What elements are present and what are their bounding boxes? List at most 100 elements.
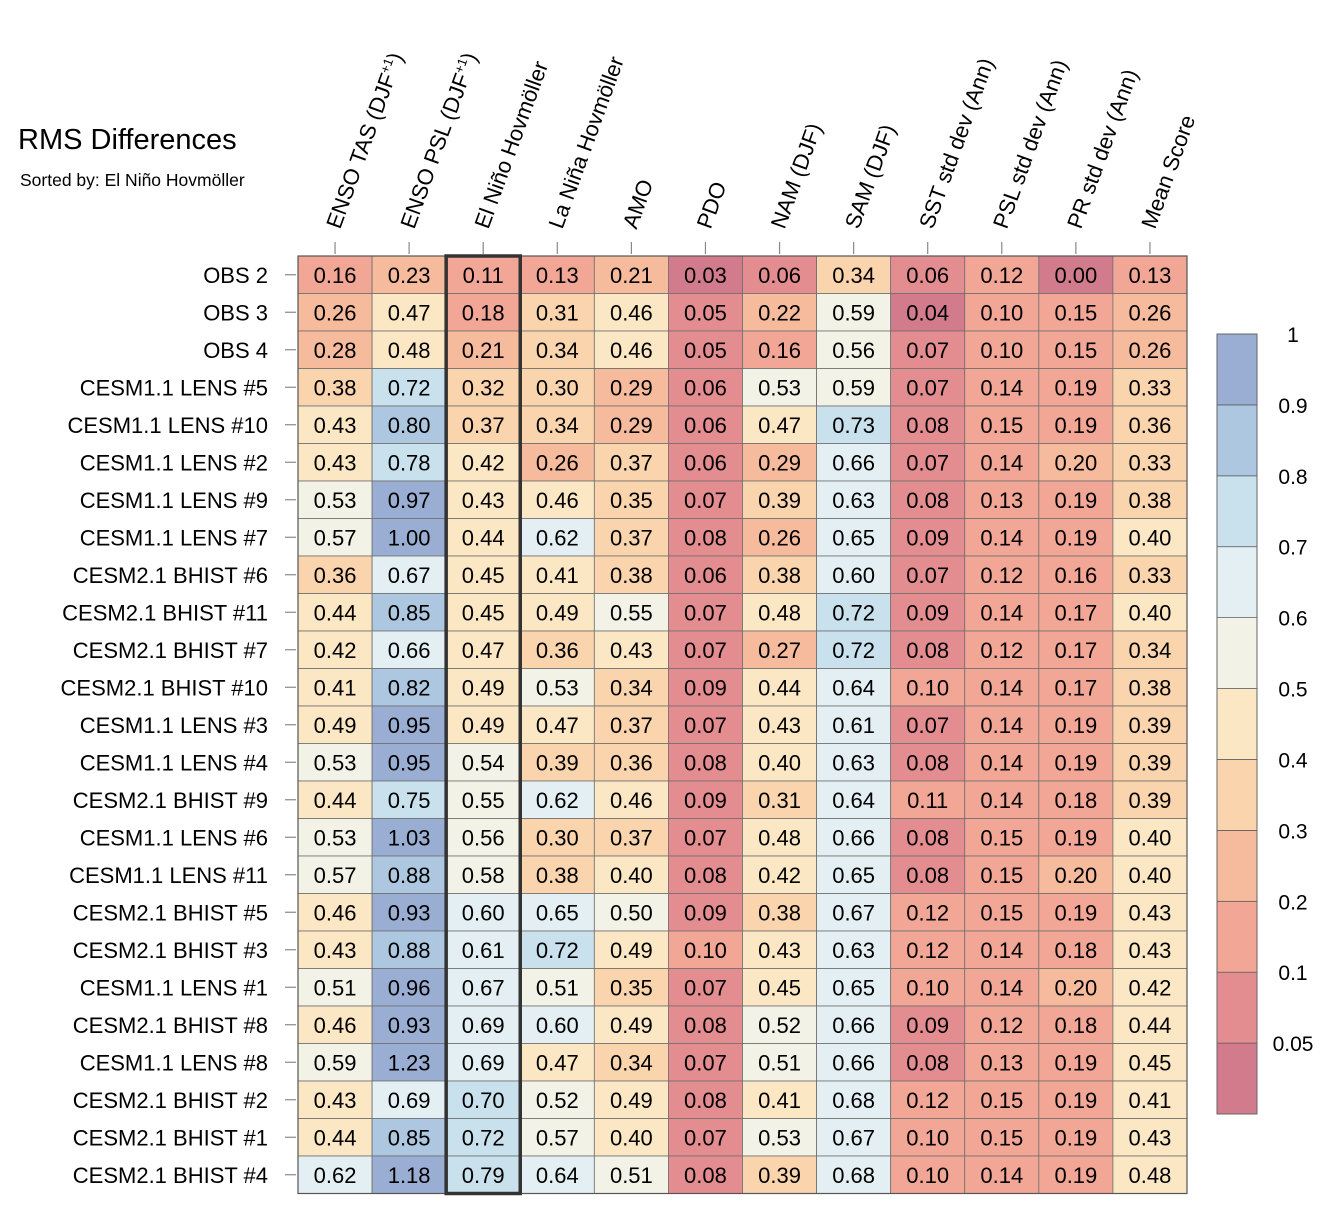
colorbar-tick-label: 0.4 [1278,749,1308,772]
row-label: CESM2.1 BHIST #9 [73,788,268,813]
heatmap-cell [964,743,1040,782]
heatmap-cell [1112,1155,1188,1194]
cell-value-label: 0.14 [980,375,1023,400]
cell-value-label: 0.66 [388,638,431,663]
cell-value-label: 0.43 [462,488,505,513]
heatmap-cell [1112,780,1188,819]
cell-value-label: 0.51 [314,975,357,1000]
cell-value-label: 0.15 [1054,300,1097,325]
cell-value-label: 0.58 [462,863,505,888]
heatmap-cell [1038,555,1114,594]
cell-value-label: 0.46 [610,338,653,363]
colorbar-segment [1216,830,1258,902]
colorbar-segment [1216,1042,1258,1115]
heatmap-cell [890,330,966,369]
heatmap-cell [816,518,892,557]
heatmap-cell [519,930,595,969]
cell-value-label: 0.40 [1129,825,1172,850]
cell-value-label: 0.40 [610,1125,653,1150]
heatmap-cell [742,443,817,482]
colorbar-segment [1216,900,1258,973]
row-label: CESM2.1 BHIST #10 [61,675,268,700]
colorbar-segment [1216,759,1258,831]
heatmap-cell [593,1155,669,1194]
cell-value-label: 0.17 [1054,675,1097,700]
heatmap-cell [1038,405,1114,444]
cell-value-label: 0.40 [1129,863,1172,888]
cell-value-label: 0.06 [684,450,727,475]
cell-value-label: 0.23 [388,263,431,288]
cell-value-label: 0.38 [1129,675,1172,700]
cell-value-label: 0.48 [388,338,431,363]
cell-value-label: 0.21 [610,263,653,288]
column-label: Mean Score [1136,112,1200,232]
cell-value-label: 0.48 [1129,1163,1172,1188]
cell-value-label: 0.19 [1054,713,1097,738]
heatmap-cell [1038,518,1114,557]
cell-value-label: 0.00 [1054,263,1097,288]
row-label: CESM2.1 BHIST #1 [73,1125,268,1150]
cell-value-label: 0.43 [1129,938,1172,963]
cell-value-label: 0.18 [462,300,505,325]
heatmap-cell [297,593,373,632]
cell-value-label: 0.37 [610,525,653,550]
cell-value-label: 0.06 [758,263,801,288]
heatmap-cell [964,668,1040,707]
cell-value-label: 0.64 [536,1163,579,1188]
heatmap-cell [668,1005,743,1044]
cell-value-label: 0.13 [536,263,579,288]
cell-value-label: 0.16 [1054,563,1097,588]
cell-value-label: 0.19 [1054,525,1097,550]
heatmap-cell [742,893,817,932]
cell-value-label: 0.38 [758,900,801,925]
cell-value-label: 0.08 [906,1050,949,1075]
heatmap-cell [593,893,669,932]
heatmap-cell [297,1155,373,1194]
cell-value-label: 0.40 [610,863,653,888]
cell-value-label: 0.14 [980,600,1023,625]
heatmap-cell [964,593,1040,632]
heatmap-cell [964,1080,1040,1119]
cell-value-label: 0.36 [314,563,357,588]
row-label: CESM1.1 LENS #1 [80,975,268,1000]
heatmap-cell [593,293,669,332]
heatmap-cell [1038,293,1114,332]
cell-value-label: 0.39 [758,1163,801,1188]
cell-value-label: 0.39 [1129,713,1172,738]
row-label: OBS 4 [203,338,268,363]
heatmap-cell [890,443,966,482]
heatmap-cell [1112,593,1188,632]
heatmap-cell [1112,893,1188,932]
heatmap-cell [890,555,966,594]
cell-value-label: 0.43 [314,450,357,475]
heatmap-cell [742,593,817,632]
heatmap-cell [593,1118,669,1157]
cell-value-label: 0.07 [906,563,949,588]
heatmap-cell [816,593,892,632]
cell-value-label: 0.53 [758,1125,801,1150]
heatmap-cell [964,255,1040,294]
cell-value-label: 0.46 [314,1013,357,1038]
heatmap-cell [445,480,521,519]
heatmap-cell [519,405,595,444]
cell-value-label: 0.10 [906,1163,949,1188]
column-label: La Niña Hovmöller [543,53,628,232]
heatmap-cell [668,743,743,782]
heatmap-cell [668,293,743,332]
colorbar-segment [1216,475,1258,548]
cell-value-label: 0.37 [610,825,653,850]
heatmap-cell [668,893,743,932]
heatmap-cell [964,443,1040,482]
cell-value-label: 0.26 [1129,338,1172,363]
cell-value-label: 0.05 [684,338,727,363]
heatmap-cell [890,255,966,294]
cell-value-label: 0.49 [610,1013,653,1038]
heatmap-cell [519,893,595,932]
colorbar-segment [1216,688,1258,760]
column-label: PSL std dev (Ann) [988,56,1072,232]
cell-value-label: 0.72 [832,638,875,663]
colorbar-tick-label: 0.2 [1278,891,1307,914]
cell-value-label: 0.43 [1129,1125,1172,1150]
heatmap-cell [371,1155,447,1194]
cell-value-label: 0.15 [980,863,1023,888]
